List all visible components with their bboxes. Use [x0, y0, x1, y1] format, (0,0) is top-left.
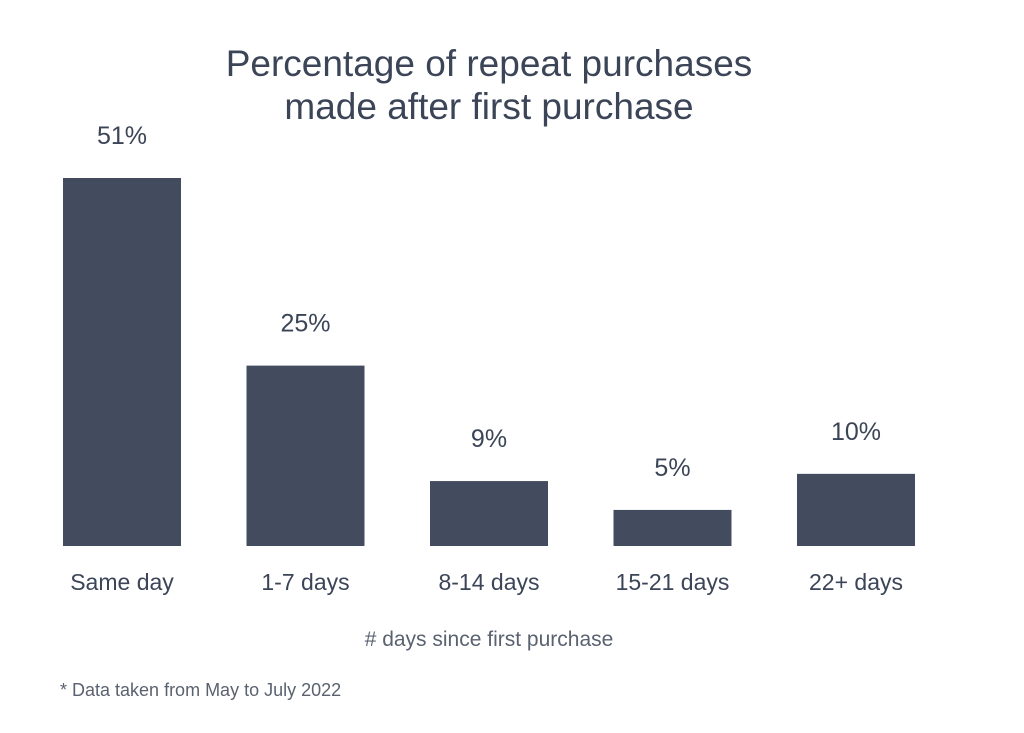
bar-2 — [430, 481, 548, 546]
bar-3 — [613, 509, 732, 546]
bar-chart: 51% Same day 25% 1-7 days 9% 8-14 days 5% 15-21… — [63, 122, 915, 595]
value-label-2: 9% — [471, 425, 507, 453]
bar-1 — [246, 365, 365, 546]
category-label-1: 1-7 days — [261, 569, 349, 595]
chart-title-line-2: made after first purchase — [284, 86, 694, 127]
footnote: * Data taken from May to July 2022 — [60, 680, 342, 700]
category-label-4: 22+ days — [809, 569, 903, 595]
value-label-4: 10% — [831, 418, 881, 446]
category-label-0: Same day — [70, 569, 174, 595]
value-label-1: 25% — [280, 310, 330, 338]
value-label-0: 51% — [97, 122, 147, 150]
value-label-3: 5% — [654, 454, 690, 482]
category-label-3: 15-21 days — [616, 569, 730, 595]
category-label-2: 8-14 days — [438, 569, 539, 595]
bar-0 — [63, 178, 181, 546]
bar-4 — [797, 473, 915, 546]
x-axis-label: # days since first purchase — [364, 628, 614, 651]
chart-title-line-1: Percentage of repeat purchases — [225, 43, 753, 84]
